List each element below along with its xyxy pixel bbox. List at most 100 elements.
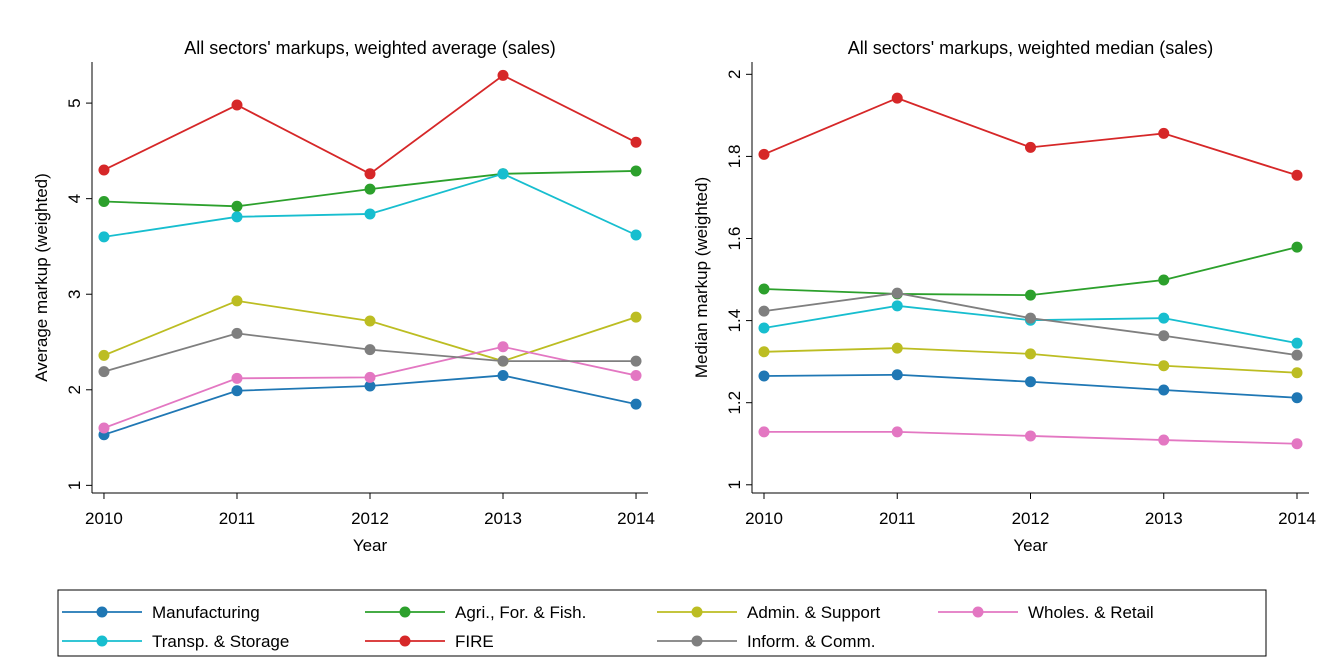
point — [98, 164, 110, 176]
point — [758, 283, 770, 295]
legend-label: Inform. & Comm. — [747, 632, 875, 651]
point — [497, 168, 509, 180]
legend-box — [57, 589, 1267, 657]
legend-label: Transp. & Storage — [152, 632, 289, 651]
x-tick-label: 2014 — [1278, 509, 1316, 528]
point — [231, 200, 243, 212]
legend-marker — [691, 606, 703, 618]
x-axis-label: Year — [1013, 536, 1048, 555]
point — [98, 231, 110, 243]
point — [1158, 434, 1170, 446]
point — [1291, 438, 1303, 450]
y-tick-label: 1 — [65, 481, 84, 490]
point — [630, 229, 642, 241]
point — [231, 295, 243, 307]
x-tick-label: 2011 — [879, 509, 916, 528]
x-tick-label: 2011 — [219, 509, 256, 528]
point — [1291, 367, 1303, 379]
point — [891, 369, 903, 381]
point — [630, 311, 642, 323]
x-tick-label: 2012 — [1012, 509, 1050, 528]
series-line: Agri., For. & Fish. — [763, 246, 1298, 297]
x-axis-label: Year — [353, 536, 388, 555]
y-tick-label: 1.8 — [725, 145, 744, 169]
point — [758, 322, 770, 334]
point — [231, 385, 243, 397]
point — [1158, 360, 1170, 372]
point — [891, 342, 903, 354]
y-tick-label: 2 — [725, 70, 744, 79]
point — [1025, 348, 1036, 360]
point — [758, 148, 770, 160]
point — [364, 344, 376, 356]
point — [364, 183, 376, 195]
point — [1025, 141, 1036, 153]
point — [1158, 274, 1170, 286]
point — [758, 426, 770, 438]
point — [1291, 392, 1303, 404]
point — [630, 398, 642, 410]
series-line: FIRE — [763, 97, 1298, 177]
point — [497, 355, 509, 367]
x-tick-label: 2010 — [745, 509, 783, 528]
point — [630, 355, 642, 367]
series-line — [103, 74, 637, 175]
point — [98, 366, 110, 378]
legend-marker — [399, 606, 411, 618]
point — [891, 300, 903, 312]
x-tick-label: 2013 — [484, 509, 522, 528]
y-tick-label: 3 — [65, 289, 84, 298]
legend-marker — [96, 635, 108, 647]
point — [891, 92, 903, 104]
legend-marker — [972, 606, 984, 618]
point — [497, 69, 509, 81]
point — [98, 349, 110, 361]
point — [1158, 384, 1170, 396]
legend-marker — [96, 606, 108, 618]
point — [364, 380, 376, 392]
x-tick-label: 2013 — [1145, 509, 1183, 528]
point — [630, 165, 642, 177]
point — [497, 341, 509, 353]
point — [1025, 430, 1036, 442]
x-tick-label: 2014 — [617, 509, 655, 528]
legend-marker — [399, 635, 411, 647]
point — [364, 168, 376, 180]
y-tick-label: 1.6 — [725, 227, 744, 251]
point — [758, 346, 770, 358]
point — [1025, 312, 1036, 324]
legend-label: Agri., For. & Fish. — [455, 603, 586, 622]
point — [364, 371, 376, 383]
point — [1291, 337, 1303, 349]
point — [758, 305, 770, 317]
point — [98, 196, 110, 208]
x-tick-label: 2010 — [85, 509, 123, 528]
x-tick-label: 2012 — [351, 509, 389, 528]
point — [891, 426, 903, 438]
point — [1158, 312, 1170, 324]
point — [231, 372, 243, 384]
y-tick-label: 2 — [65, 385, 84, 394]
legend-label: Admin. & Support — [747, 603, 881, 622]
y-tick-label: 1.2 — [725, 391, 744, 415]
point — [364, 208, 376, 220]
point — [1291, 169, 1303, 181]
point — [231, 327, 243, 339]
series-line — [103, 172, 637, 238]
point — [758, 370, 770, 382]
point — [1158, 330, 1170, 342]
y-tick-label: 4 — [65, 194, 84, 203]
point — [630, 136, 642, 148]
point — [1158, 127, 1170, 139]
y-tick-label: 5 — [65, 98, 84, 107]
chart-title: All sectors' markups, weighted median (s… — [848, 38, 1214, 58]
point — [891, 287, 903, 299]
point — [231, 211, 243, 223]
chart-title: All sectors' markups, weighted average (… — [184, 38, 556, 58]
point — [364, 315, 376, 327]
legend-label: FIRE — [455, 632, 494, 651]
point — [1291, 349, 1303, 361]
y-axis-label: Average markup (weighted) — [32, 173, 51, 382]
point — [630, 369, 642, 381]
point — [231, 99, 243, 111]
